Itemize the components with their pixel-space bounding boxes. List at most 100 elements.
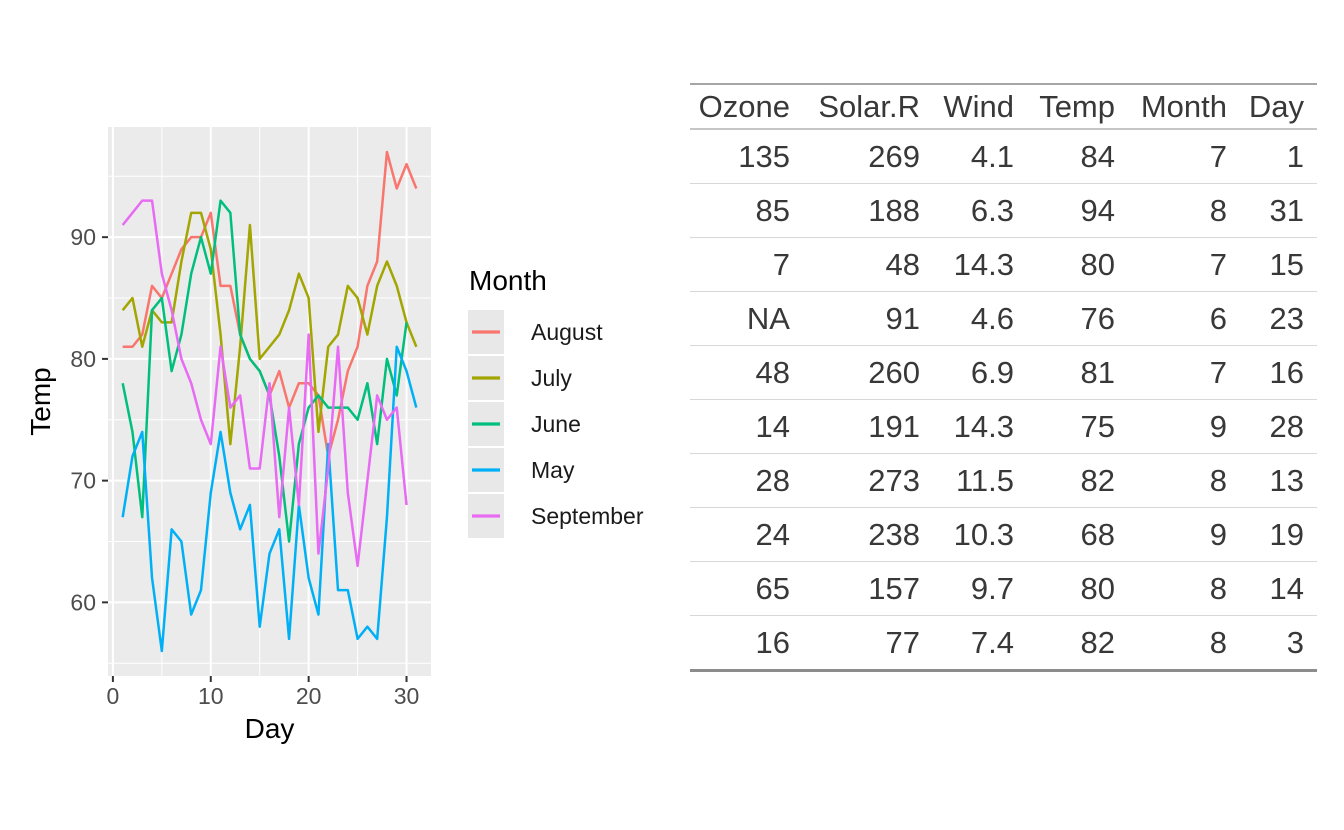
x-tick-label: 0	[106, 683, 119, 709]
cell-day: 14	[1240, 561, 1317, 616]
table-row: 7 48 14.3 80 7 15	[690, 237, 1317, 292]
cell-solar-r: 273	[803, 453, 933, 508]
cell-ozone: 135	[690, 129, 803, 184]
cell-temp: 81	[1027, 345, 1128, 400]
column-header-wind: Wind	[933, 84, 1027, 130]
cell-solar-r: 260	[803, 345, 933, 400]
cell-wind: 14.3	[933, 237, 1027, 292]
cell-month: 7	[1128, 237, 1240, 292]
cell-month: 8	[1128, 561, 1240, 616]
table-row: 65 157 9.7 80 8 14	[690, 561, 1317, 616]
cell-solar-r: 48	[803, 237, 933, 292]
cell-month: 9	[1128, 507, 1240, 562]
cell-wind: 10.3	[933, 507, 1027, 562]
cell-day: 13	[1240, 453, 1317, 508]
series-line-september	[121, 199, 408, 568]
cell-wind: 6.3	[933, 183, 1027, 238]
temp-by-day-line-chart: 0 10 20 30 60 70 80 90 Day Temp Month August July Jun…	[25, 127, 644, 744]
x-tick-label: 10	[198, 683, 224, 709]
column-header-ozone: Ozone	[690, 84, 803, 130]
x-tick-label: 20	[296, 683, 322, 709]
table-body: 135 269 4.1 84 7 1 85 188 6.3 94 8 31 7 48 14.3 80 7 15 NA…	[690, 129, 1317, 671]
cell-solar-r: 157	[803, 561, 933, 616]
cell-solar-r: 188	[803, 183, 933, 238]
cell-ozone: 85	[690, 183, 803, 238]
cell-ozone: 28	[690, 453, 803, 508]
table-row: 24 238 10.3 68 9 19	[690, 507, 1317, 562]
cell-temp: 80	[1027, 237, 1128, 292]
legend-label-may: May	[531, 457, 575, 483]
cell-day: 3	[1286, 624, 1304, 660]
cell-day: 15	[1240, 237, 1317, 292]
y-tick-label: 90	[70, 224, 96, 250]
cell-day: 28	[1240, 399, 1317, 454]
y-tick-label: 70	[70, 468, 96, 494]
cell-solar-r: 191	[803, 399, 933, 454]
legend-label-june: June	[531, 411, 581, 437]
column-header-day: Day	[1240, 84, 1317, 130]
legend-label-august: August	[531, 319, 603, 345]
series-line-june	[121, 199, 408, 543]
cell-solar-r: 269	[803, 129, 933, 184]
cell-month: 7	[1128, 345, 1240, 400]
cell-ozone: 24	[690, 507, 803, 562]
cell-ozone: 14	[690, 399, 803, 454]
cell-month: 8	[1128, 453, 1240, 508]
cell-solar-r: 91	[803, 291, 933, 346]
legend-label-july: July	[531, 365, 572, 391]
series-line-may	[121, 345, 418, 653]
cell-solar-r: 77	[885, 624, 920, 660]
airquality-table: Ozone Solar.R Wind Temp Month Day 135 269 4.1 84…	[690, 83, 1317, 672]
table-header-row: Ozone Solar.R Wind Temp Month Day	[690, 84, 1317, 130]
cell-ozone: 65	[690, 561, 803, 616]
cell-wind: 4.1	[933, 129, 1027, 184]
cell-wind: 6.9	[933, 345, 1027, 400]
cell-day: 1	[1240, 129, 1317, 184]
cell-wind: 4.6	[933, 291, 1027, 346]
cell-wind: 11.5	[933, 453, 1027, 508]
cell-temp: 82	[1080, 624, 1115, 660]
cell-temp: 82	[1027, 453, 1128, 508]
cell-temp: 80	[1027, 561, 1128, 616]
x-axis-title: Day	[245, 713, 295, 744]
cell-month: 9	[1128, 399, 1240, 454]
cell-day: 19	[1240, 507, 1317, 562]
cell-solar-r: 238	[803, 507, 933, 562]
cell-month: 8	[1128, 183, 1240, 238]
cell-temp: 84	[1027, 129, 1128, 184]
column-header-temp: Temp	[1027, 84, 1128, 130]
cell-temp: 94	[1027, 183, 1128, 238]
cell-wind: 7.4	[970, 624, 1014, 660]
cell-temp: 68	[1027, 507, 1128, 562]
table-row: 14 191 14.3 75 9 28	[690, 399, 1317, 454]
cell-month: 7	[1128, 129, 1240, 184]
table-header: Ozone Solar.R Wind Temp Month Day	[690, 84, 1317, 130]
column-header-solar-r: Solar.R	[803, 84, 933, 130]
cell-ozone: 48	[690, 345, 803, 400]
x-tick-label: 30	[394, 683, 420, 709]
table-row: 16 77 7.4 82 8 3	[690, 616, 1317, 671]
cell-ozone: NA	[690, 291, 803, 346]
cell-temp: 76	[1027, 291, 1128, 346]
cell-wind: 9.7	[933, 561, 1027, 616]
cell-day: 16	[1240, 345, 1317, 400]
table-row: 135 269 4.1 84 7 1	[690, 129, 1317, 184]
table-row: NA 91 4.6 76 6 23	[690, 291, 1317, 346]
cell-month: 6	[1128, 291, 1240, 346]
column-header-month: Month	[1128, 84, 1240, 130]
cell-day: 31	[1240, 183, 1317, 238]
cell-ozone: 16	[755, 624, 790, 660]
table-row: 28 273 11.5 82 8 13	[690, 453, 1317, 508]
table-row: 48 260 6.9 81 7 16	[690, 345, 1317, 400]
cell-temp: 75	[1027, 399, 1128, 454]
cell-day: 23	[1240, 291, 1317, 346]
y-tick-label: 60	[70, 589, 96, 615]
y-axis-title: Temp	[25, 367, 56, 435]
series-line-july	[121, 211, 418, 446]
legend-title: Month	[469, 265, 547, 296]
cell-ozone: 7	[690, 237, 803, 292]
table-row: 85 188 6.3 94 8 31	[690, 183, 1317, 238]
cell-month: 8	[1209, 624, 1227, 660]
y-tick-label: 80	[70, 346, 96, 372]
airquality-table-container: Ozone Solar.R Wind Temp Month Day 135 269 4.1 84…	[690, 83, 1317, 672]
